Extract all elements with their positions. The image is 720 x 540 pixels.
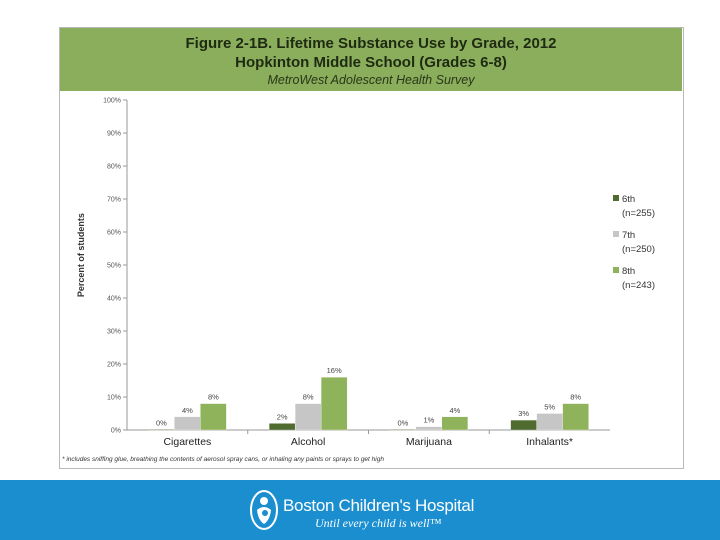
bar-6th-alcohol [268, 423, 296, 431]
bar-chart: 0% 10% 20% 30% 40% 50% 60% 70% 80% 90% 100% Percent… [76, 98, 655, 449]
legend-label: 8th [622, 266, 635, 277]
bar-6th-marijuana [389, 429, 417, 431]
chart-survey-subtitle: MetroWest Adolescent Health Survey [267, 73, 475, 87]
y-tick-label: 40% [107, 296, 121, 303]
brand-tagline: Until every child is well™ [315, 516, 442, 530]
inhalants-footnote: * includes sniffing glue, breathing the … [62, 456, 384, 463]
y-axis-title: Percent of students [76, 213, 86, 297]
slide-frame [59, 27, 684, 469]
legend-label: 7th [622, 230, 635, 241]
chart-title-band: Figure 2-1B. Lifetime Substance Use by G… [60, 28, 682, 91]
bar-7th-cigarettes [174, 416, 201, 431]
bar-8th-inhalants [562, 403, 589, 431]
bar-8th-marijuana [441, 416, 469, 431]
data-label: 3% [518, 409, 529, 418]
chart-school-title: Hopkinton Middle School (Grades 6-8) [235, 54, 507, 71]
y-tick-label: 90% [107, 131, 121, 138]
y-tick-label: 80% [107, 164, 121, 171]
data-label: 0% [156, 418, 167, 427]
data-label: 8% [303, 393, 314, 402]
footer-band [0, 480, 720, 540]
bar-7th-alcohol [294, 403, 322, 431]
legend-swatch [613, 231, 619, 237]
data-label: 4% [182, 406, 193, 415]
data-label: 4% [449, 406, 460, 415]
legend: 6th (n=255) 7th (n=250) 8th (n=243) [613, 194, 655, 291]
y-tick-label: 100% [103, 98, 121, 105]
bar-6th-inhalants [510, 419, 537, 431]
y-tick-label: 0% [111, 428, 121, 435]
data-label: 16% [327, 366, 342, 375]
bar-7th-marijuana [415, 426, 443, 431]
bar-7th-inhalants [536, 413, 563, 431]
data-label: 8% [570, 393, 581, 402]
data-label: 0% [397, 418, 408, 427]
legend-n: (n=243) [622, 280, 655, 291]
y-tick-label: 60% [107, 230, 121, 237]
data-label: 1% [423, 416, 434, 425]
legend-n: (n=250) [622, 244, 655, 255]
y-tick-label: 50% [107, 263, 121, 270]
bar-6th-cigarettes [148, 429, 175, 431]
chart-title: Figure 2-1B. Lifetime Substance Use by G… [185, 35, 557, 52]
legend-swatch [613, 267, 619, 273]
data-label: 8% [208, 393, 219, 402]
y-tick-label: 30% [107, 329, 121, 336]
legend-swatch [613, 195, 619, 201]
legend-label: 6th [622, 194, 635, 205]
x-category-label: Alcohol [291, 436, 325, 448]
x-category-label: Inhalants* [526, 436, 573, 448]
y-tick-label: 20% [107, 362, 121, 369]
bars-layer [148, 377, 589, 431]
x-category-label: Marijuana [406, 436, 452, 448]
y-tick-label: 70% [107, 197, 121, 204]
y-tick-label: 10% [107, 395, 121, 402]
legend-n: (n=255) [622, 208, 655, 219]
hospital-logo-icon [250, 490, 278, 530]
data-label: 5% [544, 403, 555, 412]
brand-name: Boston Children's Hospital [283, 496, 475, 515]
data-label: 2% [277, 412, 288, 421]
labels-layer: 0% 4% 8% Cigarettes 2% 8% 16% Alcohol 0% 1% 4% Mari… [156, 366, 581, 448]
bar-8th-alcohol [320, 377, 348, 431]
bar-8th-cigarettes [200, 403, 227, 431]
x-category-label: Cigarettes [163, 436, 211, 448]
